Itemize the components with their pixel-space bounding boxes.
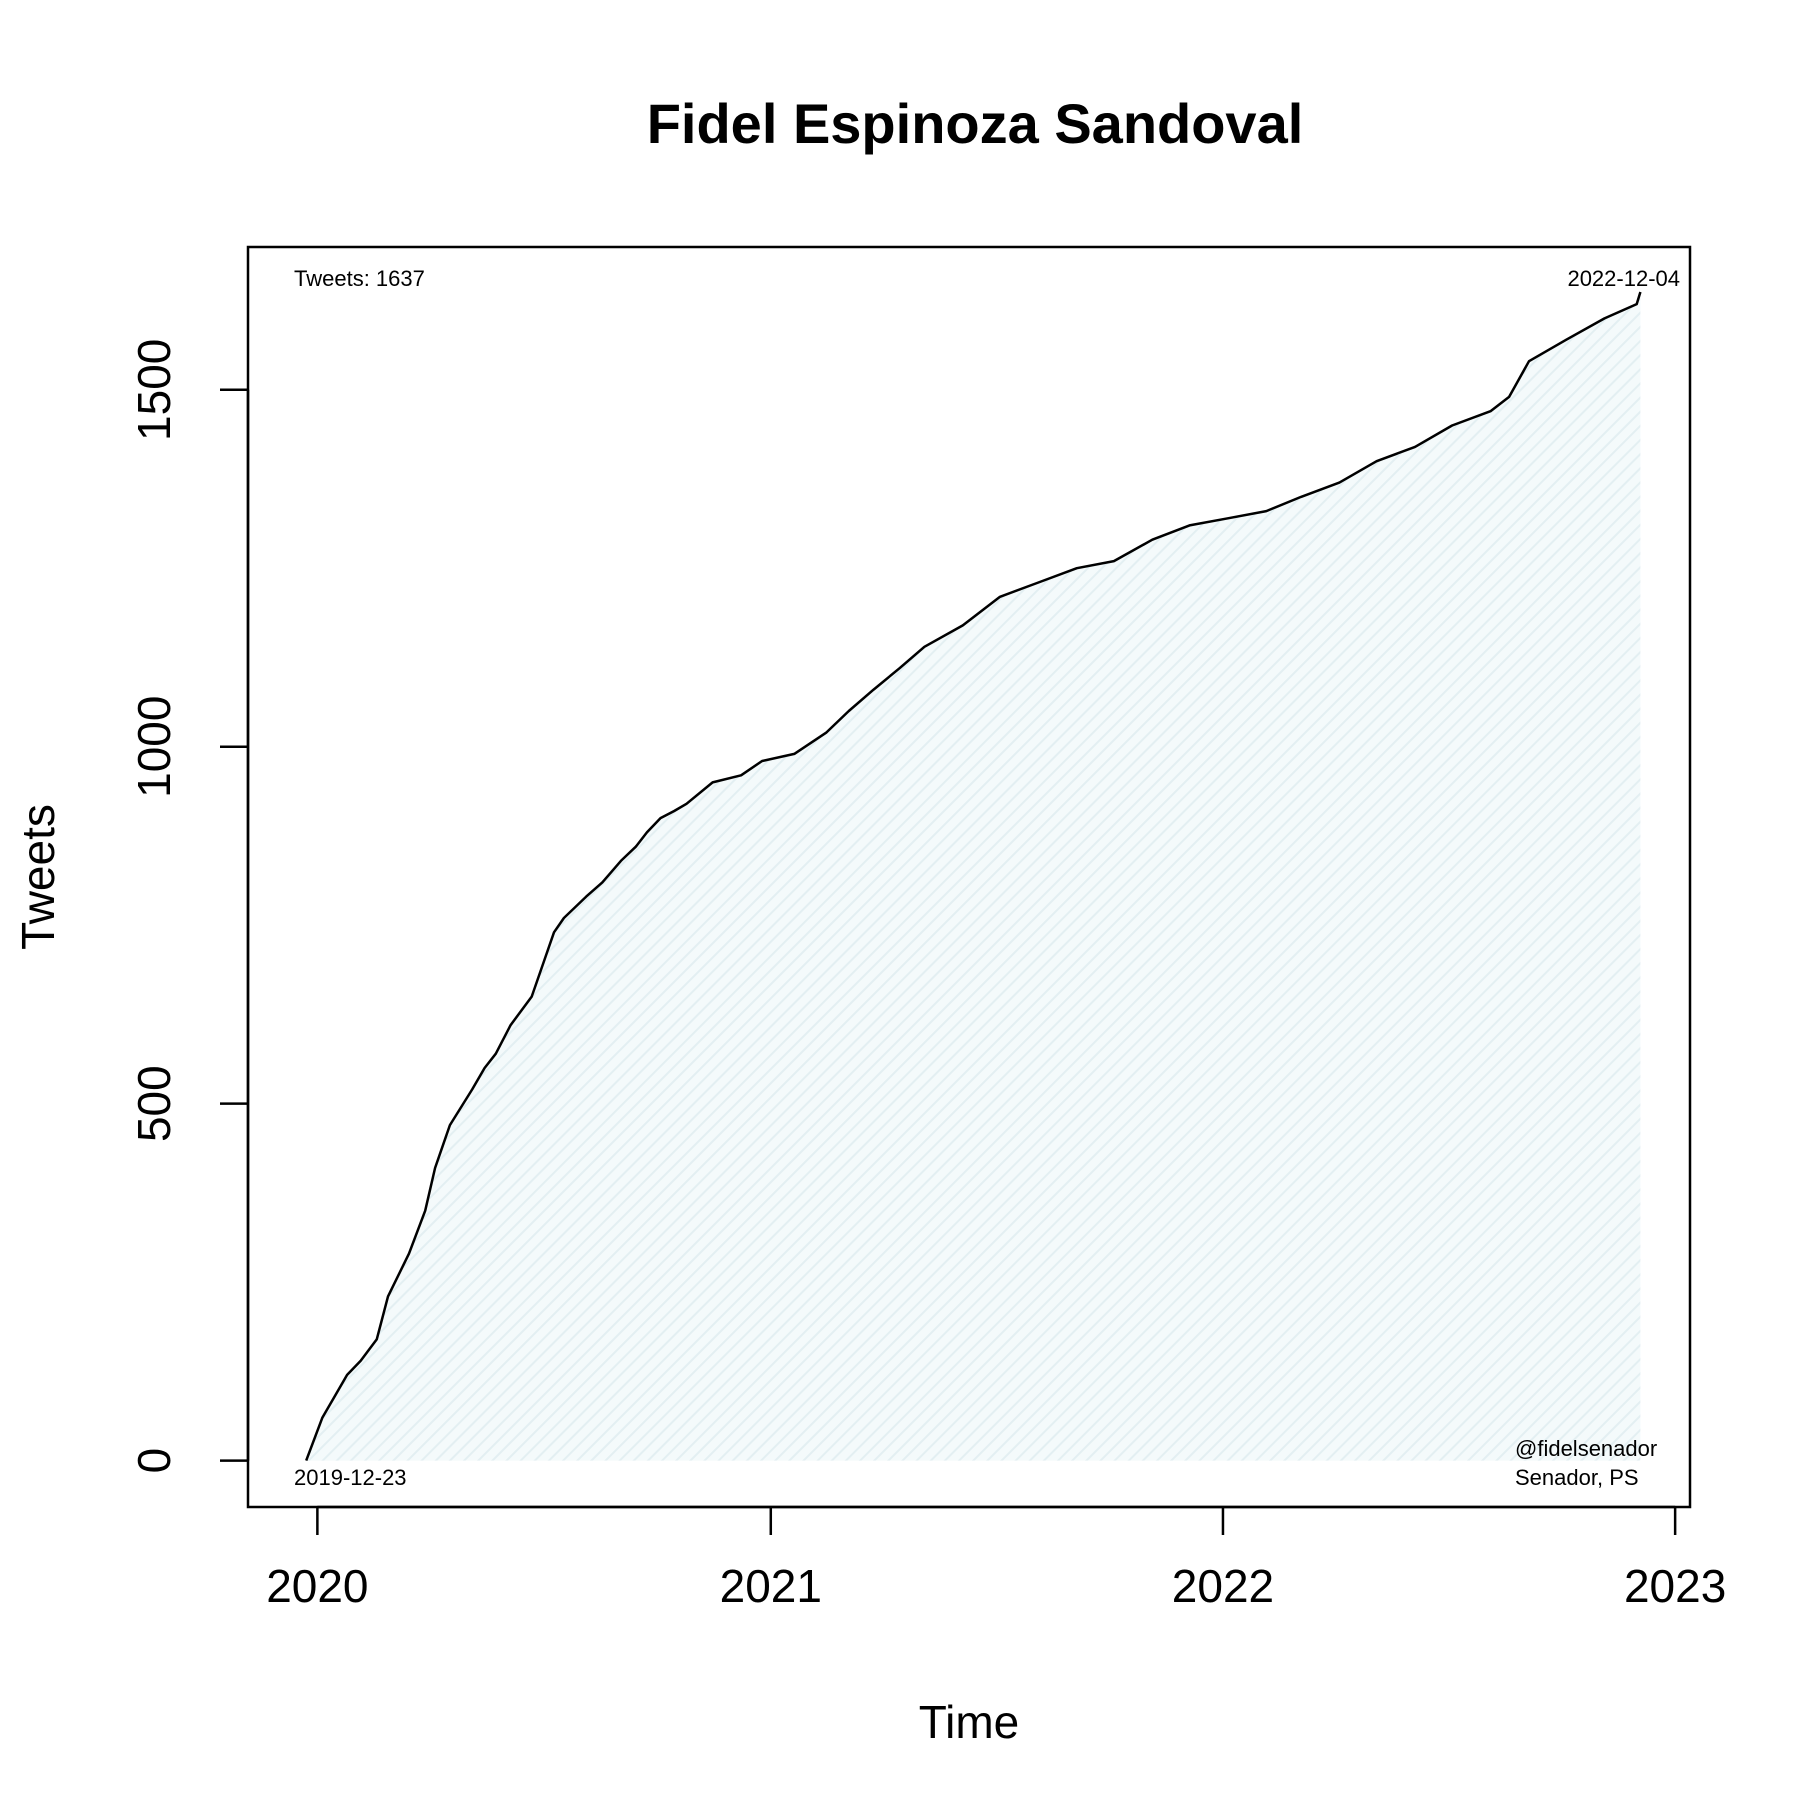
chart-title: Fidel Espinoza Sandoval <box>647 92 1304 155</box>
y-tick-label: 0 <box>128 1448 180 1474</box>
y-axis-label: Tweets <box>12 804 64 950</box>
series-area-fill <box>306 292 1641 1461</box>
x-tick-label: 2022 <box>1172 1560 1274 1612</box>
x-axis-label: Time <box>919 1696 1020 1748</box>
annotation-handle: @fidelsenador <box>1515 1436 1657 1461</box>
x-tick-label: 2020 <box>266 1560 368 1612</box>
series-line <box>305 291 1642 1462</box>
annotation-role: Senador, PS <box>1515 1465 1639 1490</box>
y-tick-label: 500 <box>128 1065 180 1142</box>
x-axis: 2020 2021 2022 2023 <box>266 1505 1726 1612</box>
annotation-last-date: 2022-12-04 <box>1567 266 1680 291</box>
y-tick-label: 1000 <box>128 696 180 798</box>
annotation-first-date: 2019-12-23 <box>294 1465 407 1490</box>
x-tick-label: 2023 <box>1624 1560 1726 1612</box>
annotation-tweet-count: Tweets: 1637 <box>294 266 425 291</box>
x-tick-label: 2021 <box>720 1560 822 1612</box>
y-axis: 0 500 1000 1500 <box>128 339 250 1474</box>
y-tick-label: 1500 <box>128 339 180 441</box>
